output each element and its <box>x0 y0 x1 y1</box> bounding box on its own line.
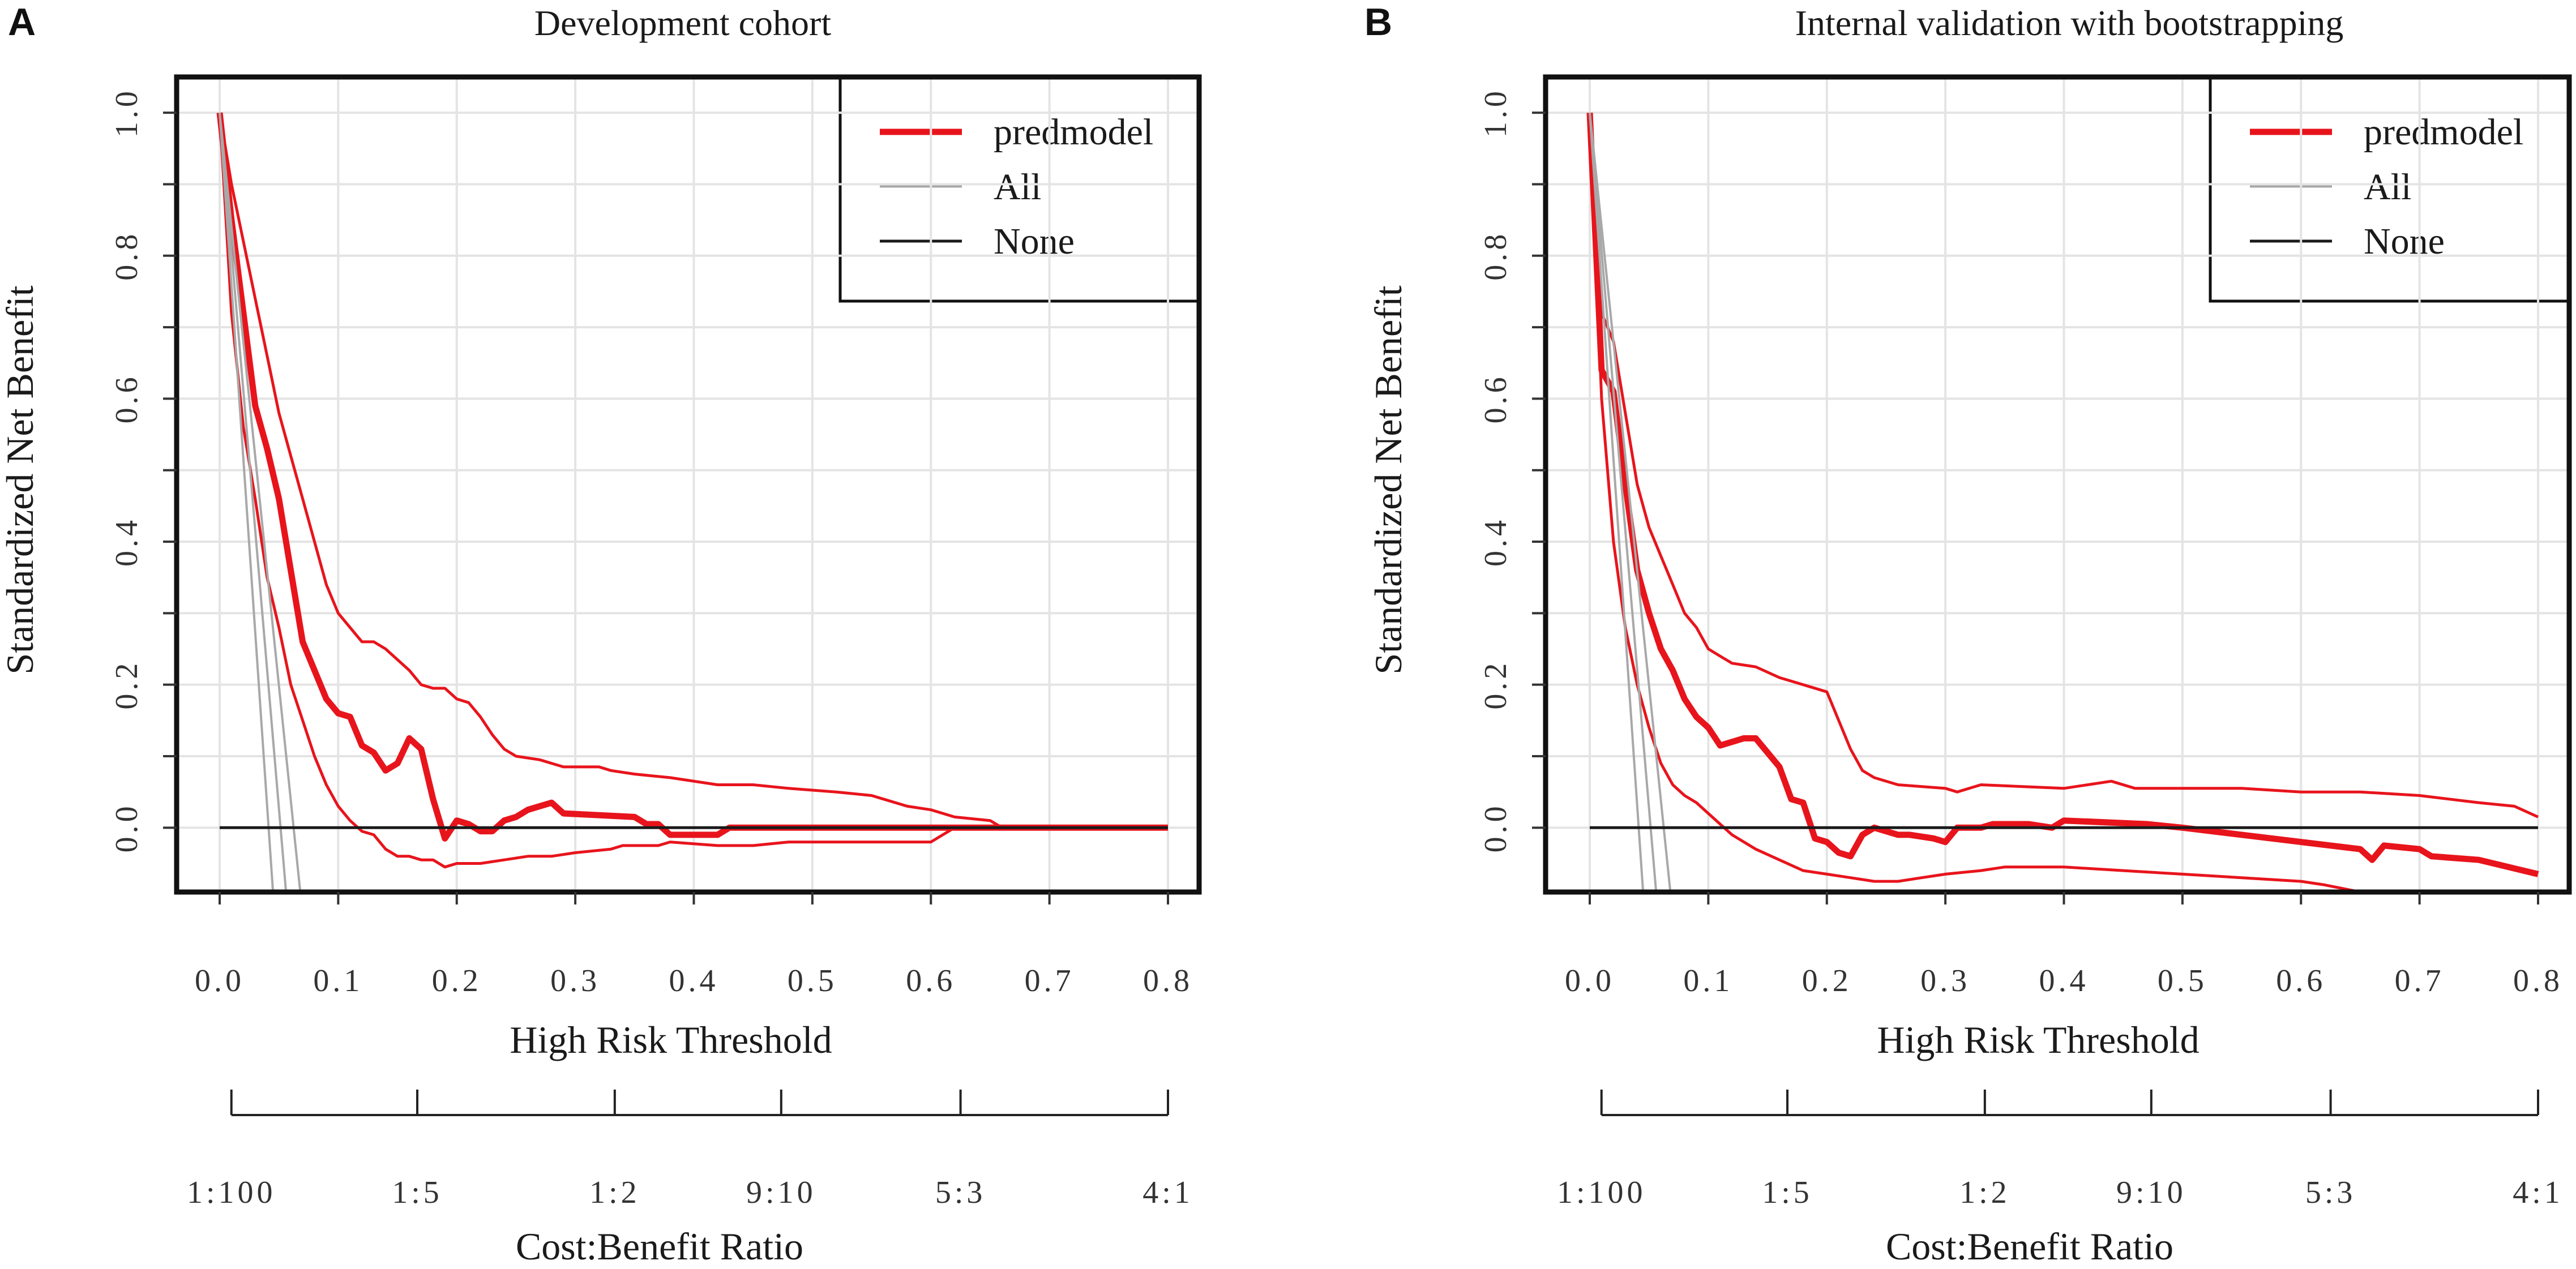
cost-benefit-tick-label: 1:2 <box>589 1175 640 1210</box>
legend-label-all: All <box>994 166 1041 208</box>
series-all-line <box>1589 112 1658 892</box>
y-axis-label: Standardized Net Benefit <box>1367 285 1410 674</box>
series-predmodel-lower-ci <box>218 113 1168 869</box>
cost-benefit-tick-label: 9:10 <box>2116 1175 2186 1210</box>
x-tick-label: 0.6 <box>906 963 956 998</box>
chart-title: Development cohort <box>534 3 832 43</box>
series-all-line <box>1589 112 1672 892</box>
x-tick-label: 0.0 <box>1565 963 1615 998</box>
panel-a: A Development cohort High Risk Threshold… <box>0 1 1202 1268</box>
cost-benefit-tick-label: 5:3 <box>2305 1175 2356 1210</box>
x-tick-label: 0.8 <box>1143 963 1193 998</box>
y-tick-label: 0.8 <box>1478 231 1513 281</box>
cost-benefit-tick-label: 1:100 <box>1557 1175 1646 1210</box>
x-tick-label: 0.4 <box>669 963 719 998</box>
panel-label: A <box>8 1 36 44</box>
y-tick-label: 1.0 <box>1478 88 1513 138</box>
cost-benefit-tick-label: 1:5 <box>1762 1175 1813 1210</box>
series-predmodel-upper-ci <box>218 112 1168 829</box>
series-predmodel-line <box>216 112 1168 842</box>
x-tick-label: 0.2 <box>1802 963 1852 998</box>
x-tick-label: 0.8 <box>2513 963 2563 998</box>
series-all-line <box>219 112 302 892</box>
plot-area <box>216 112 1168 892</box>
y-tick-label: 0.6 <box>1478 374 1513 423</box>
x-axis: 0.0 0.1 0.2 0.3 0.4 0.5 0.6 0.7 0.8 <box>195 892 1193 998</box>
x-tick-label: 0.1 <box>1683 963 1733 998</box>
plot-frame <box>1543 74 2572 895</box>
cost-benefit-axis: 1:100 1:5 1:2 9:10 5:3 4:1 <box>1557 1090 2564 1210</box>
x-tick-label: 0.7 <box>1025 963 1075 998</box>
x-tick-label: 0.7 <box>2395 963 2445 998</box>
y-tick-label: 0.2 <box>1478 660 1513 710</box>
x-tick-label: 0.1 <box>313 963 363 998</box>
y-axis-label: Standardized Net Benefit <box>0 285 41 674</box>
legend-label-predmodel: predmodel <box>2364 112 2523 153</box>
x-tick-label: 0.4 <box>2039 963 2089 998</box>
cost-benefit-tick-label: 9:10 <box>746 1175 816 1210</box>
legend-box <box>838 75 1201 303</box>
cost-benefit-axis: 1:100 1:5 1:2 9:10 5:3 4:1 <box>187 1090 1193 1210</box>
cost-benefit-tick-label: 1:5 <box>392 1175 443 1210</box>
series-predmodel-lower-ci <box>1588 113 2361 892</box>
x-tick-label: 0.5 <box>2158 963 2207 998</box>
cost-benefit-tick-label: 1:100 <box>187 1175 276 1210</box>
x-axis-label: High Risk Threshold <box>510 1018 832 1061</box>
legend-label-predmodel: predmodel <box>994 112 1153 153</box>
x-tick-label: 0.3 <box>1920 963 1970 998</box>
x-tick-label: 0.2 <box>432 963 482 998</box>
plot-frame <box>174 74 1202 895</box>
y-tick-label: 0.0 <box>1478 803 1513 852</box>
y-tick-label: 0.4 <box>109 517 144 567</box>
x-axis: 0.0 0.1 0.2 0.3 0.4 0.5 0.6 0.7 0.8 <box>1565 892 2563 998</box>
y-tick-label: 0.8 <box>109 231 144 281</box>
series-predmodel-upper-ci <box>1588 113 2539 818</box>
chart-title: Internal validation with bootstrapping <box>1795 3 2344 43</box>
y-tick-label: 0.6 <box>109 374 144 423</box>
y-tick-label: 1.0 <box>109 88 144 138</box>
legend <box>838 75 1201 303</box>
x-tick-label: 0.3 <box>550 963 600 998</box>
x-tick-label: 0.5 <box>788 963 837 998</box>
series-predmodel-line <box>1586 112 2539 877</box>
cost-benefit-label: Cost:Benefit Ratio <box>1886 1225 2173 1268</box>
cost-benefit-label: Cost:Benefit Ratio <box>516 1225 803 1268</box>
cost-benefit-tick-label: 4:1 <box>2513 1175 2564 1210</box>
y-tick-label: 0.4 <box>1478 517 1513 567</box>
y-axis: 0.0 0.2 0.4 0.6 0.8 1.0 <box>1478 88 1546 852</box>
panel-label: B <box>1364 1 1392 44</box>
y-tick-label: 0.2 <box>109 660 144 710</box>
plot-area <box>1586 112 2539 892</box>
cost-benefit-tick-label: 4:1 <box>1142 1175 1193 1210</box>
cost-benefit-tick-label: 1:2 <box>1959 1175 2010 1210</box>
x-tick-label: 0.0 <box>195 963 245 998</box>
series-all-line <box>219 113 275 892</box>
series-all-line <box>219 112 288 892</box>
legend-label-all: All <box>2364 166 2411 208</box>
y-tick-label: 0.0 <box>109 803 144 852</box>
cost-benefit-tick-label: 5:3 <box>935 1175 986 1210</box>
panel-b: B Internal validation with bootstrapping… <box>1364 1 2572 1268</box>
y-axis: 0.0 0.2 0.4 0.6 0.8 1.0 <box>109 88 177 852</box>
series-all-line <box>1589 113 1645 892</box>
x-axis-label: High Risk Threshold <box>1877 1018 2199 1061</box>
x-tick-label: 0.6 <box>2276 963 2326 998</box>
